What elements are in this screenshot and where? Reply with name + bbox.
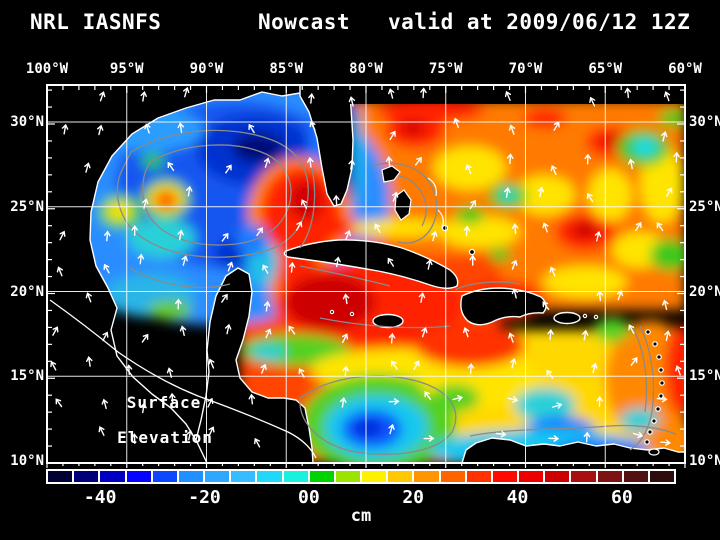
colorbar-segment: [597, 471, 622, 482]
colorbar-segment: [335, 471, 361, 482]
colorbar-tick-label: 20: [402, 487, 424, 508]
lon-label: 100°W: [25, 61, 69, 77]
colorbar-segment: [178, 471, 204, 482]
colorbar: [46, 469, 676, 484]
colorbar-segment: [48, 471, 73, 482]
land-hispaniola: [460, 287, 547, 326]
colorbar-segment: [388, 471, 413, 482]
colorbar-segment: [649, 471, 675, 482]
colorbar-segment: [231, 471, 256, 482]
colorbar-segment: [519, 471, 544, 482]
colorbar-tick-label: 00: [297, 487, 320, 508]
colorbar-segment: [623, 471, 648, 482]
land-south-america: [461, 437, 685, 463]
title-mode: Nowcast: [258, 10, 351, 34]
small-islands: [329, 165, 665, 456]
land-cuba: [283, 239, 459, 289]
lat-label: 15°N: [689, 368, 720, 385]
colorbar-tick-label: -40: [83, 487, 117, 508]
lon-label: 80°W: [349, 61, 383, 77]
land-atlantic-mask: [340, 85, 685, 104]
colorbar-segment: [100, 471, 125, 482]
colorbar-segment: [440, 471, 465, 482]
ssh-field: [47, 85, 685, 463]
lat-label: 15°N: [10, 368, 44, 385]
colorbar-segment: [545, 471, 570, 482]
colorbar-segment: [257, 471, 282, 482]
annotation-surface: Surface: [126, 393, 202, 412]
colorbar-tick-label: 40: [506, 487, 529, 508]
colorbar-segment: [414, 471, 439, 482]
pacific-coastline: [49, 299, 317, 459]
graticule: [47, 85, 685, 463]
lat-label: 10°N: [10, 453, 44, 469]
colorbar-segment: [571, 471, 596, 482]
lon-label: 85°W: [269, 61, 304, 77]
lat-label: 20°N: [10, 283, 44, 300]
lon-label: 65°W: [588, 61, 623, 77]
lon-label: 60°W: [668, 61, 702, 77]
lat-label: 25°N: [10, 198, 44, 215]
lat-label: 30°N: [689, 114, 720, 130]
colorbar-segment: [283, 471, 308, 482]
lon-label: 75°W: [428, 61, 463, 77]
land-jamaica: [372, 313, 404, 329]
landmass: [47, 85, 685, 463]
colorbar-tick-label: 60: [610, 487, 633, 508]
colorbar-segment: [466, 471, 491, 482]
lon-label: 70°W: [508, 61, 543, 77]
land-florida: [299, 85, 354, 207]
title-valid-time: valid at 2009/06/12 12Z: [388, 10, 691, 34]
annotation-elevation: Elevation: [117, 428, 213, 447]
colorbar-segment: [74, 471, 99, 482]
colorbar-tick-label: -20: [188, 487, 221, 508]
land-puerto-rico: [553, 311, 581, 325]
lat-label: 20°N: [689, 283, 720, 300]
colorbar-segment: [205, 471, 230, 482]
colorbar-segment: [309, 471, 334, 482]
velocity-vector-arrows: [50, 86, 682, 448]
colorbar-segment: [492, 471, 518, 482]
lat-label: 25°N: [689, 198, 720, 215]
colorbar-segment: [152, 471, 177, 482]
lat-label: 10°N: [689, 453, 720, 469]
lat-label: 30°N: [10, 114, 44, 130]
colorbar-segment: [126, 471, 151, 482]
colorbar-segment: [362, 471, 387, 482]
lon-label: 95°W: [109, 61, 144, 77]
lon-label: 90°W: [189, 61, 224, 77]
title-model: NRL IASNFS: [30, 10, 162, 34]
axis-ticks: [46, 85, 686, 468]
colorbar-unit: cm: [350, 506, 372, 526]
